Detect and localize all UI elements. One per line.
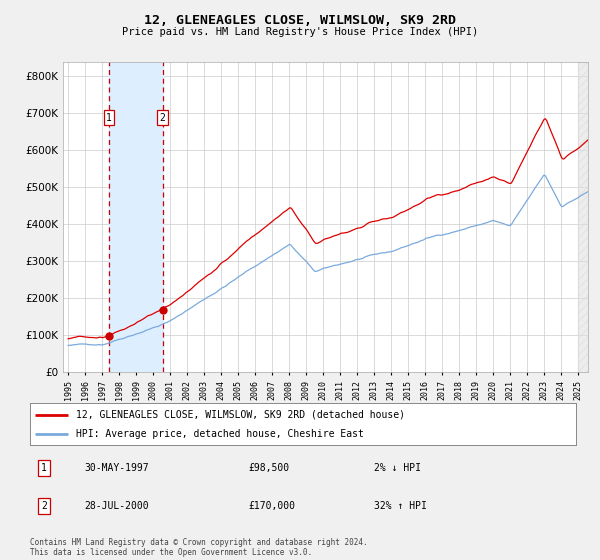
- Text: 1: 1: [41, 463, 47, 473]
- Bar: [109, 62, 163, 372]
- Text: 32% ↑ HPI: 32% ↑ HPI: [374, 501, 427, 511]
- Text: 28-JUL-2000: 28-JUL-2000: [85, 501, 149, 511]
- Text: 1: 1: [106, 113, 112, 123]
- Text: Contains HM Land Registry data © Crown copyright and database right 2024.
This d: Contains HM Land Registry data © Crown c…: [30, 538, 368, 557]
- Text: £170,000: £170,000: [248, 501, 295, 511]
- Bar: [578, 62, 588, 372]
- Text: 2% ↓ HPI: 2% ↓ HPI: [374, 463, 421, 473]
- Text: Price paid vs. HM Land Registry's House Price Index (HPI): Price paid vs. HM Land Registry's House …: [122, 27, 478, 37]
- Text: 12, GLENEAGLES CLOSE, WILMSLOW, SK9 2RD: 12, GLENEAGLES CLOSE, WILMSLOW, SK9 2RD: [144, 14, 456, 27]
- Text: 2: 2: [41, 501, 47, 511]
- Text: £98,500: £98,500: [248, 463, 290, 473]
- Text: 12, GLENEAGLES CLOSE, WILMSLOW, SK9 2RD (detached house): 12, GLENEAGLES CLOSE, WILMSLOW, SK9 2RD …: [76, 409, 406, 419]
- Text: 30-MAY-1997: 30-MAY-1997: [85, 463, 149, 473]
- Text: 2: 2: [160, 113, 166, 123]
- Text: HPI: Average price, detached house, Cheshire East: HPI: Average price, detached house, Ches…: [76, 429, 364, 439]
